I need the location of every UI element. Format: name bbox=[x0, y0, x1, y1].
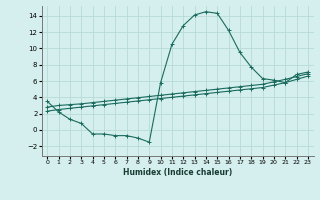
X-axis label: Humidex (Indice chaleur): Humidex (Indice chaleur) bbox=[123, 168, 232, 177]
